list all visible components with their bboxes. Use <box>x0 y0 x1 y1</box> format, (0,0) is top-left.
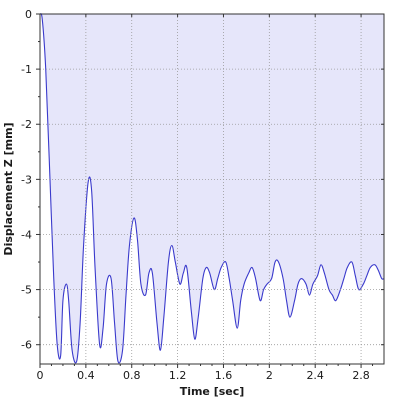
x-tick-label: 2 <box>266 369 273 382</box>
axes: 0 0.4 0.8 1.2 1.6 2 2.4 2.8 0 -1 -2 -3 -4 -5 -6 <box>21 8 385 382</box>
x-tick-label: 1.2 <box>169 369 187 382</box>
y-tick-label: -3 <box>21 173 32 186</box>
x-tick-label: 0.4 <box>77 369 95 382</box>
series-line <box>39 13 385 364</box>
x-tick-label: 2.8 <box>352 369 370 382</box>
y-axis-label: Displacement Z [mm] <box>2 122 15 255</box>
grid <box>40 14 384 364</box>
x-tick-label: 0 <box>37 369 44 382</box>
y-tick-label: -1 <box>21 63 32 76</box>
x-tick-label: 1.6 <box>215 369 233 382</box>
y-tick-label: -2 <box>21 118 32 131</box>
x-tick-label: 0.8 <box>123 369 141 382</box>
labels: Time [sec] Displacement Z [mm] <box>2 122 244 398</box>
series-area <box>40 13 384 364</box>
x-tick-label: 2.4 <box>306 369 324 382</box>
y-tick-label: 0 <box>25 8 32 21</box>
y-tick-label: -5 <box>21 284 32 297</box>
series-layer <box>39 13 385 364</box>
x-axis-label: Time [sec] <box>180 385 245 398</box>
y-tick-label: -6 <box>21 339 32 352</box>
y-tick-label: -4 <box>21 228 32 241</box>
